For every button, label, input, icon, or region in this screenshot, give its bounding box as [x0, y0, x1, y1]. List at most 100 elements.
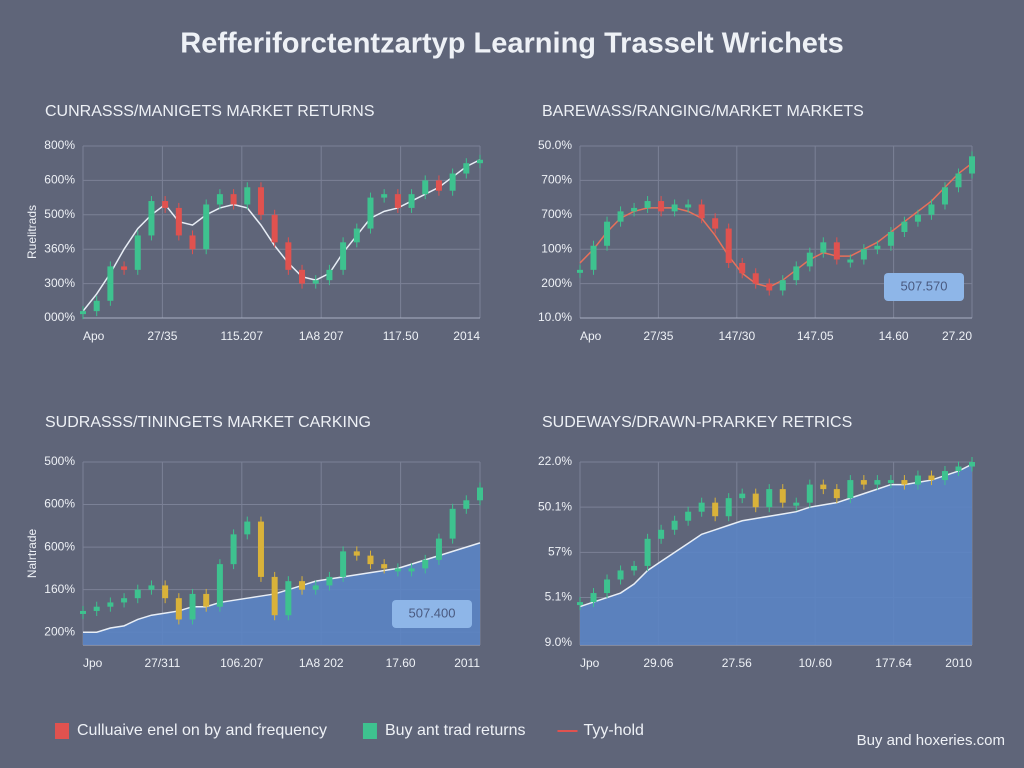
y-tick-label: 9.0%	[545, 635, 573, 649]
candle	[779, 280, 786, 291]
area	[83, 542, 480, 645]
y-tick-label: 22.0%	[538, 454, 572, 468]
candle	[244, 521, 251, 535]
y-tick-label: 600%	[44, 497, 75, 511]
y-tick-label: 600%	[44, 539, 75, 553]
x-tick-label: 2010	[945, 656, 972, 670]
candle	[712, 502, 719, 517]
candle	[148, 585, 155, 590]
candle	[216, 194, 223, 205]
footer: Buy and hoxeries.com	[857, 732, 1005, 749]
candle	[847, 259, 854, 263]
annotation: 507.400	[409, 605, 456, 620]
candle	[590, 593, 597, 603]
candle	[299, 269, 306, 284]
candle	[189, 235, 196, 250]
y-tick-label: 10.0%	[538, 310, 572, 324]
y-tick-label: 5.1%	[545, 590, 573, 604]
x-tick-label: 106.207	[220, 656, 264, 670]
candle	[779, 489, 786, 503]
y-tick-label: 300%	[44, 276, 75, 290]
y-tick-label: 50.0%	[538, 138, 572, 152]
candle	[847, 480, 854, 499]
candle	[408, 568, 415, 572]
candle	[121, 266, 128, 270]
y-tick-label: 100%	[541, 241, 572, 255]
candle	[671, 204, 678, 212]
y-tick-label: 000%	[44, 310, 75, 324]
candle	[271, 576, 278, 616]
candle	[914, 475, 921, 485]
candle	[285, 581, 292, 616]
candle	[901, 221, 908, 232]
candle	[162, 201, 169, 208]
candle	[833, 489, 840, 499]
line	[83, 542, 481, 633]
y-tick-label: 500%	[44, 454, 75, 468]
x-tick-label: Jpo	[580, 656, 600, 670]
y-tick-label: 500%	[44, 207, 75, 221]
candle	[326, 269, 333, 281]
candle	[577, 269, 583, 273]
legend-label: Culluaive enel on by and frequency	[77, 722, 327, 739]
candle	[340, 551, 347, 577]
candle	[435, 180, 442, 191]
candle	[353, 228, 360, 243]
candle	[941, 187, 948, 205]
area	[580, 464, 972, 645]
candle	[793, 502, 800, 506]
candle	[107, 266, 114, 301]
candle	[658, 201, 665, 212]
x-tick-label: 147/30	[718, 329, 755, 343]
candle	[230, 534, 237, 565]
candle	[874, 480, 881, 485]
candle	[271, 214, 278, 243]
candle	[244, 187, 251, 205]
panel-title: CUNRASSS/MANIGETS MARKET RETURNS	[45, 103, 375, 120]
candle	[955, 466, 962, 472]
candle	[216, 564, 223, 607]
x-tick-label: 1A8 207	[299, 329, 344, 343]
candle	[394, 194, 401, 208]
y-axis-label: Nalrtrade	[25, 529, 39, 579]
candle	[604, 579, 611, 594]
candle	[766, 489, 773, 508]
candle	[312, 585, 319, 590]
candle	[230, 194, 237, 205]
candle	[422, 180, 429, 195]
x-tick-label: 2014	[453, 329, 480, 343]
line	[579, 162, 973, 288]
panel-title: SUDRASSS/TININGETS MARKET CARKING	[45, 414, 371, 431]
y-tick-label: 700%	[541, 207, 572, 221]
candle	[326, 576, 333, 586]
candle	[121, 598, 128, 603]
annotation-box	[884, 273, 964, 301]
y-tick-label: 200%	[44, 624, 75, 638]
candle	[806, 252, 813, 267]
annotation: 507.570	[901, 278, 948, 293]
x-tick-label: 147.05	[797, 329, 834, 343]
x-tick-label: 29.06	[643, 656, 673, 670]
candle	[257, 187, 264, 215]
candle	[887, 232, 894, 246]
candle	[312, 280, 319, 284]
candle	[820, 242, 827, 253]
candle	[381, 194, 388, 198]
candle	[367, 555, 374, 565]
y-tick-label: 700%	[541, 173, 572, 187]
candle	[577, 602, 583, 606]
candle	[860, 480, 867, 485]
y-tick-label: 57%	[548, 545, 572, 559]
candle	[887, 480, 894, 484]
candle	[285, 242, 292, 270]
legend-swatch	[362, 723, 377, 739]
x-tick-label: 10/.60	[799, 656, 833, 670]
candle	[928, 475, 935, 481]
candle	[752, 273, 759, 284]
candle	[257, 521, 264, 577]
candle	[408, 194, 415, 208]
candle	[203, 593, 210, 607]
x-tick-label: 27.56	[722, 656, 752, 670]
candle	[833, 242, 840, 260]
candle	[381, 564, 388, 569]
